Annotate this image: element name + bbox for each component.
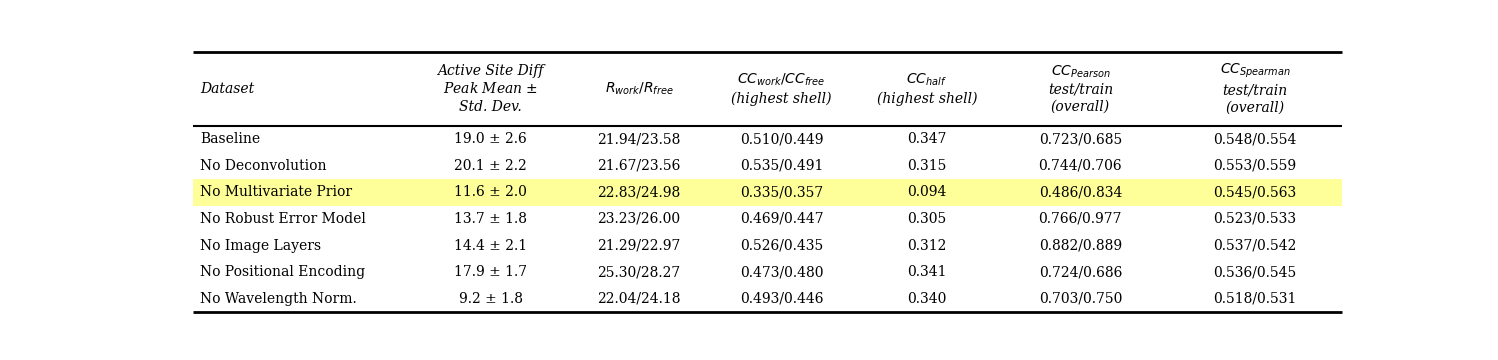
Text: 0.724/0.686: 0.724/0.686 [1038,265,1122,279]
Text: 0.335/0.357: 0.335/0.357 [740,185,822,199]
Text: 0.526/0.435: 0.526/0.435 [740,239,822,253]
Text: 0.305: 0.305 [908,212,947,226]
Text: Baseline: Baseline [201,132,261,146]
Text: 17.9 ± 1.7: 17.9 ± 1.7 [454,265,527,279]
Text: 0.469/0.447: 0.469/0.447 [740,212,824,226]
Text: 23.23/26.00: 23.23/26.00 [598,212,680,226]
Text: 21.94/23.58: 21.94/23.58 [598,132,680,146]
Text: 0.347: 0.347 [908,132,947,146]
Text: 22.83/24.98: 22.83/24.98 [598,185,680,199]
Text: 0.703/0.750: 0.703/0.750 [1038,292,1122,306]
Text: 0.545/0.563: 0.545/0.563 [1213,185,1297,199]
Text: 14.4 ± 2.1: 14.4 ± 2.1 [454,239,527,253]
Text: 21.29/22.97: 21.29/22.97 [598,239,680,253]
Text: Dataset: Dataset [201,82,255,96]
Text: No Multivariate Prior: No Multivariate Prior [201,185,352,199]
Text: No Positional Encoding: No Positional Encoding [201,265,366,279]
Text: 13.7 ± 1.8: 13.7 ± 1.8 [454,212,527,226]
Text: 19.0 ± 2.6: 19.0 ± 2.6 [454,132,527,146]
Text: 20.1 ± 2.2: 20.1 ± 2.2 [454,159,527,173]
Text: $CC_{Spearman}$
test/train
(overall): $CC_{Spearman}$ test/train (overall) [1219,62,1290,115]
Text: $CC_{work}/CC_{free}$
(highest shell): $CC_{work}/CC_{free}$ (highest shell) [731,72,831,106]
Text: 0.523/0.533: 0.523/0.533 [1213,212,1297,226]
Text: 0.493/0.446: 0.493/0.446 [740,292,824,306]
Text: 0.537/0.542: 0.537/0.542 [1213,239,1297,253]
Text: $R_{work}/R_{free}$: $R_{work}/R_{free}$ [605,80,674,97]
Text: 0.518/0.531: 0.518/0.531 [1213,292,1297,306]
Text: 0.473/0.480: 0.473/0.480 [740,265,824,279]
Text: 0.094: 0.094 [908,185,947,199]
Text: Active Site Diff
Peak Mean $\pm$
Std. Dev.: Active Site Diff Peak Mean $\pm$ Std. De… [437,64,544,114]
Text: 0.553/0.559: 0.553/0.559 [1213,159,1297,173]
Text: No Robust Error Model: No Robust Error Model [201,212,366,226]
Text: 0.535/0.491: 0.535/0.491 [740,159,824,173]
Text: 0.312: 0.312 [908,239,947,253]
Text: 9.2 ± 1.8: 9.2 ± 1.8 [458,292,523,306]
Text: 0.315: 0.315 [908,159,947,173]
Text: 0.744/0.706: 0.744/0.706 [1038,159,1122,173]
Text: 0.486/0.834: 0.486/0.834 [1038,185,1122,199]
Text: No Image Layers: No Image Layers [201,239,321,253]
Text: 11.6 ± 2.0: 11.6 ± 2.0 [454,185,527,199]
Text: $CC_{half}$
(highest shell): $CC_{half}$ (highest shell) [876,72,977,106]
Text: 22.04/24.18: 22.04/24.18 [598,292,680,306]
Text: 0.882/0.889: 0.882/0.889 [1038,239,1122,253]
Text: No Deconvolution: No Deconvolution [201,159,327,173]
Text: 0.766/0.977: 0.766/0.977 [1038,212,1122,226]
Text: 0.510/0.449: 0.510/0.449 [740,132,824,146]
Text: 0.341: 0.341 [908,265,947,279]
Bar [193,179,1342,206]
Text: 0.536/0.545: 0.536/0.545 [1213,265,1297,279]
Text: 0.340: 0.340 [908,292,947,306]
Text: No Wavelength Norm.: No Wavelength Norm. [201,292,357,306]
Text: 0.548/0.554: 0.548/0.554 [1213,132,1297,146]
Text: 25.30/28.27: 25.30/28.27 [598,265,680,279]
Text: 0.723/0.685: 0.723/0.685 [1038,132,1122,146]
Text: 21.67/23.56: 21.67/23.56 [598,159,680,173]
Text: $CC_{Pearson}$
test/train
(overall): $CC_{Pearson}$ test/train (overall) [1047,63,1113,114]
